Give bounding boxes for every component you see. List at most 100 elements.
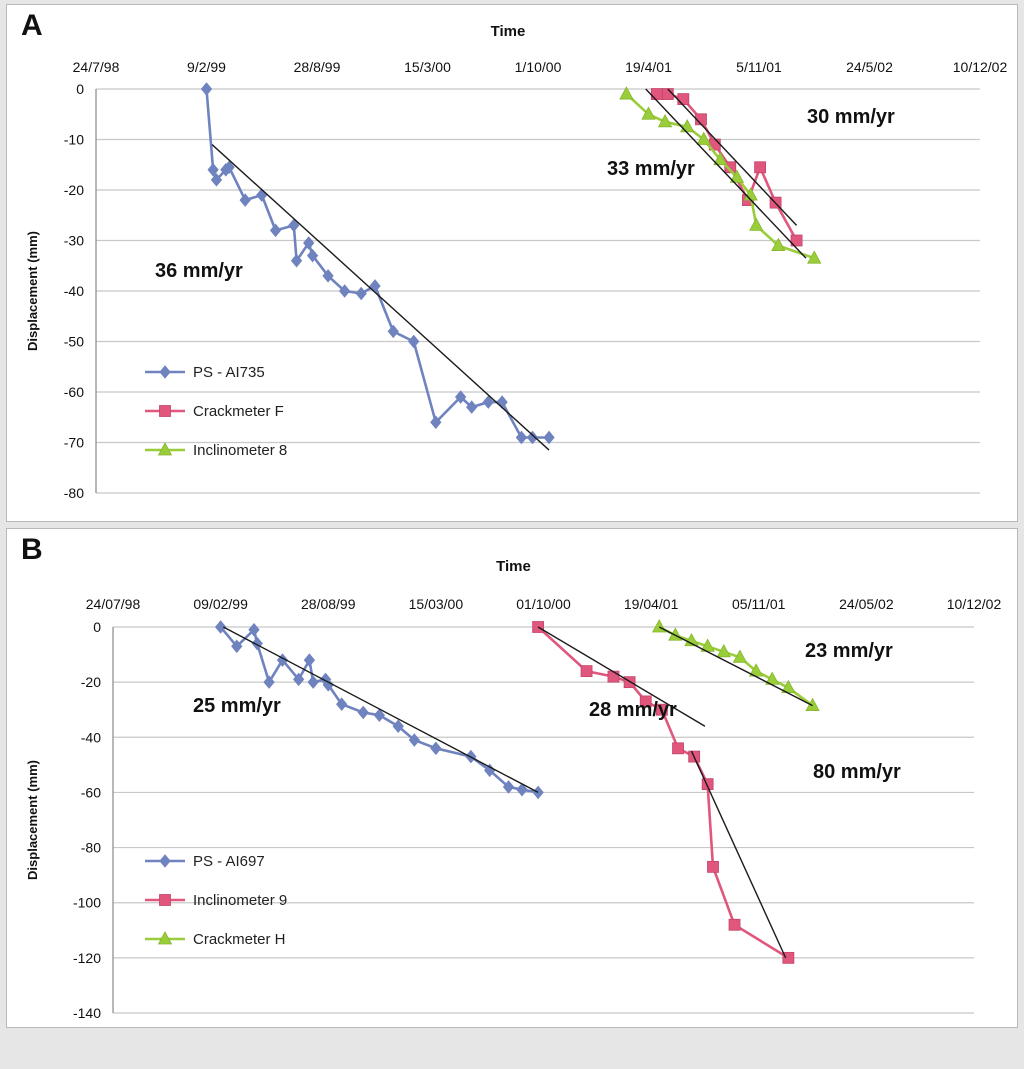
y-tick-label-a: -50 bbox=[64, 334, 84, 350]
data-point-b-2 bbox=[684, 632, 699, 647]
data-point-b-1 bbox=[728, 918, 741, 931]
trendline-b-3 bbox=[690, 750, 787, 959]
data-point-b-0 bbox=[408, 733, 421, 747]
x-tick-label-b: 01/10/00 bbox=[516, 596, 571, 612]
rate-label-b-2: 23 mm/yr bbox=[805, 640, 893, 662]
data-point-b-1 bbox=[707, 860, 719, 873]
trendline-b-1 bbox=[537, 626, 706, 727]
legend-marker-a-0 bbox=[159, 365, 171, 379]
data-point-a-0 bbox=[207, 163, 219, 177]
legend-label-b-2: Crackmeter H bbox=[193, 931, 286, 948]
legend-marker-a-1 bbox=[159, 405, 171, 417]
data-point-b-0 bbox=[373, 708, 386, 723]
data-point-a-0 bbox=[256, 188, 268, 202]
data-point-b-0 bbox=[303, 653, 316, 667]
data-point-a-0 bbox=[526, 430, 539, 445]
y-tick-label-a: -30 bbox=[64, 233, 84, 249]
x-tick-label-a: 15/3/00 bbox=[404, 59, 451, 75]
data-point-a-0 bbox=[200, 82, 213, 96]
chart-a: 0 -10 -20 -30 -40 -50 -60 -70 -80 24/7/98 9/2/99 28… bbox=[25, 23, 1007, 501]
panel-label-b: B bbox=[21, 533, 43, 566]
data-point-a-2 bbox=[657, 113, 673, 128]
data-point-b-0 bbox=[336, 697, 348, 711]
data-point-b-0 bbox=[263, 675, 275, 689]
legend-b: PS - AI697 Inclinometer 9 Crackmeter H bbox=[145, 853, 287, 948]
data-point-b-1 bbox=[672, 742, 684, 755]
data-point-b-2 bbox=[732, 649, 748, 663]
trendline-a-0 bbox=[211, 144, 550, 451]
data-point-a-1 bbox=[677, 93, 690, 105]
gridlines-b bbox=[113, 626, 974, 1014]
y-tick-label-b: -20 bbox=[81, 674, 101, 690]
x-tick-label-a: 28/8/99 bbox=[294, 59, 341, 75]
y-tick-label-a: -70 bbox=[64, 435, 84, 451]
data-point-a-1 bbox=[724, 161, 737, 174]
trendline-a-2 bbox=[667, 88, 798, 226]
x-tick-label-a: 19/4/01 bbox=[625, 59, 672, 75]
data-point-a-0 bbox=[239, 193, 251, 207]
chart-b: 0 -20 -40 -60 -80 -100 -120 -140 24/07/98 09/02/9… bbox=[25, 558, 1002, 1021]
data-point-a-2 bbox=[749, 217, 764, 231]
data-point-b-0 bbox=[214, 620, 227, 634]
data-point-b-0 bbox=[322, 678, 334, 692]
chart-panel-a: A 0 -10 -20 -30 -40 -50 -60 -70 -80 24/7/98 9/2/99… bbox=[6, 4, 1018, 522]
data-point-a-0 bbox=[322, 269, 334, 283]
chart-panel-b: B 0 -20 -40 -60 -80 -100 -120 -140 24/07/98 09/02… bbox=[6, 528, 1018, 1028]
data-point-b-1 bbox=[782, 951, 795, 964]
data-point-b-2 bbox=[652, 619, 667, 633]
y-tick-label-a: 0 bbox=[76, 81, 84, 97]
data-point-b-2 bbox=[805, 697, 820, 711]
rate-label-b-1: 28 mm/yr bbox=[589, 699, 677, 721]
rate-label-b-0: 25 mm/yr bbox=[193, 695, 281, 717]
data-point-a-0 bbox=[355, 286, 367, 301]
data-point-a-0 bbox=[288, 218, 300, 233]
data-point-b-0 bbox=[516, 782, 528, 797]
data-point-b-0 bbox=[357, 705, 369, 720]
series-b-2 bbox=[652, 619, 820, 711]
data-point-b-1 bbox=[580, 665, 593, 678]
data-point-a-2 bbox=[619, 86, 634, 100]
y-tick-label-b: 0 bbox=[93, 619, 101, 635]
legend-marker-a-2 bbox=[157, 442, 173, 456]
data-point-a-2 bbox=[729, 169, 745, 183]
y-tick-label-a: -10 bbox=[64, 132, 84, 148]
data-point-b-1 bbox=[655, 703, 668, 716]
legend-marker-b-1 bbox=[159, 894, 171, 906]
data-point-a-0 bbox=[210, 173, 223, 187]
data-point-a-0 bbox=[387, 324, 399, 339]
x-tick-label-b: 09/02/99 bbox=[193, 596, 248, 612]
x-axis-title-b: Time bbox=[496, 558, 531, 575]
data-point-b-0 bbox=[276, 653, 289, 667]
data-point-a-0 bbox=[430, 415, 442, 430]
x-tick-label-a: 5/11/01 bbox=[736, 59, 782, 75]
x-tick-label-b: 10/12/02 bbox=[947, 596, 1002, 612]
data-point-b-1 bbox=[701, 778, 714, 791]
legend-label-b-0: PS - AI697 bbox=[193, 853, 265, 870]
y-tick-label-b: -60 bbox=[81, 784, 101, 800]
legend-label-a-2: Inclinometer 8 bbox=[193, 442, 287, 459]
y-tick-label-a: -20 bbox=[64, 182, 84, 198]
x-tick-label-b: 19/04/01 bbox=[624, 596, 679, 612]
x-tick-label-a: 9/2/99 bbox=[187, 59, 226, 75]
legend-a: PS - AI735 Crackmeter F Inclinometer 8 bbox=[145, 364, 287, 459]
y-tick-label-a: -60 bbox=[64, 384, 84, 400]
x-tick-label-b: 05/11/01 bbox=[732, 596, 786, 612]
series-line-a-0 bbox=[205, 88, 549, 439]
series-line-b-2 bbox=[658, 625, 814, 707]
data-point-a-0 bbox=[306, 248, 319, 263]
data-point-a-0 bbox=[338, 284, 351, 298]
data-point-a-0 bbox=[482, 395, 494, 409]
data-point-b-1 bbox=[607, 670, 620, 683]
legend-marker-b-2 bbox=[157, 931, 173, 945]
y-axis-title-a: Displacement (mm) bbox=[25, 231, 40, 351]
data-point-b-2 bbox=[716, 643, 731, 658]
data-point-b-0 bbox=[293, 672, 305, 687]
data-point-b-0 bbox=[248, 622, 260, 637]
rate-label-a-2: 30 mm/yr bbox=[807, 106, 895, 128]
data-point-b-0 bbox=[392, 719, 404, 734]
data-point-b-1 bbox=[639, 695, 652, 708]
data-point-a-1 bbox=[754, 161, 767, 174]
rate-label-a-1: 33 mm/yr bbox=[607, 158, 695, 180]
data-point-a-0 bbox=[454, 390, 467, 404]
data-point-a-2 bbox=[771, 237, 786, 251]
